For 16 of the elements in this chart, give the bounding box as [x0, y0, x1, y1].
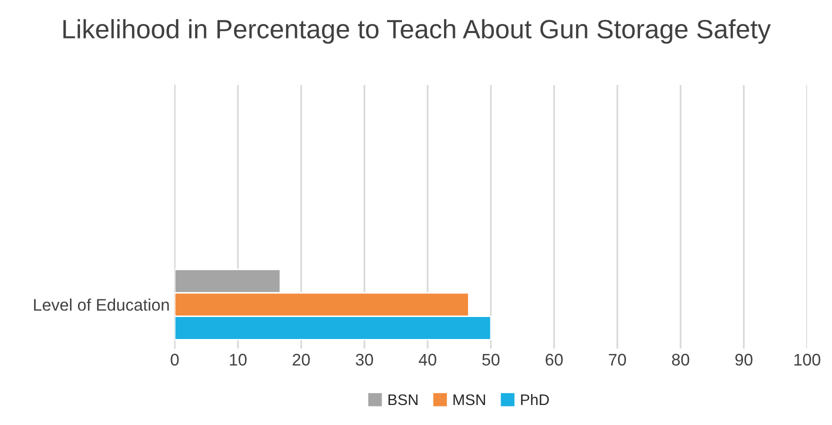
x-tick-label: 70 [608, 354, 626, 366]
legend-label: PhD [521, 394, 549, 406]
x-tick-label: 90 [735, 354, 752, 366]
x-tick-label: 60 [546, 354, 563, 366]
x-tick-label: 100 [794, 354, 820, 366]
y-tick-label: Level of Education [34, 298, 169, 311]
chart-title: Likelihood in Percentage to Teach About Gun Storage Safety [63, 19, 771, 44]
x-tick-label: 30 [356, 354, 374, 366]
legend-label: MSN [454, 394, 486, 406]
x-tick-label: 80 [672, 354, 690, 366]
x-tick-label: 10 [230, 354, 247, 366]
x-tick-label: 20 [292, 354, 310, 366]
x-tick-label: 40 [418, 354, 436, 366]
x-tick-label: 50 [482, 354, 500, 366]
x-tick-label: 0 [170, 354, 179, 366]
legend-label: BSN [388, 394, 418, 406]
